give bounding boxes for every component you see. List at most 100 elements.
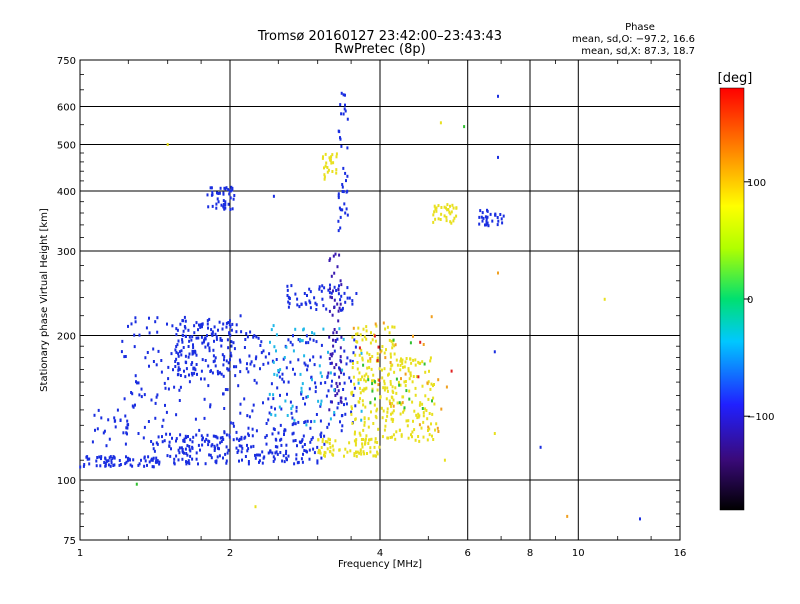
data-point xyxy=(361,375,364,379)
data-point xyxy=(324,440,327,444)
data-point xyxy=(354,353,357,357)
data-point xyxy=(134,374,137,378)
data-point xyxy=(404,360,407,364)
data-point xyxy=(161,435,163,439)
data-point xyxy=(327,422,330,426)
data-point xyxy=(383,367,386,371)
data-point xyxy=(306,368,309,372)
data-point xyxy=(82,464,85,468)
data-point xyxy=(276,445,279,449)
data-point xyxy=(411,380,414,384)
data-point xyxy=(345,190,348,194)
y-tick-label: 100 xyxy=(57,476,76,487)
data-point xyxy=(335,330,338,334)
data-point xyxy=(320,343,323,347)
data-point xyxy=(83,463,86,466)
data-point xyxy=(137,381,140,385)
data-point xyxy=(218,371,221,375)
data-point xyxy=(272,397,275,401)
data-point xyxy=(320,435,322,439)
data-point xyxy=(411,400,414,404)
data-point xyxy=(392,433,395,437)
data-point xyxy=(494,213,497,217)
data-point xyxy=(218,454,221,458)
data-point xyxy=(228,192,231,196)
data-point xyxy=(175,350,178,354)
data-point xyxy=(368,438,371,442)
data-point xyxy=(440,206,443,209)
data-point xyxy=(264,355,267,359)
data-point xyxy=(363,378,366,382)
data-point xyxy=(339,279,342,283)
data-point xyxy=(214,446,217,450)
data-point xyxy=(130,391,133,394)
data-point xyxy=(337,401,340,405)
data-point xyxy=(179,433,182,437)
data-point xyxy=(135,380,137,384)
data-point xyxy=(201,325,203,329)
data-point xyxy=(385,419,388,423)
data-point xyxy=(191,349,194,353)
data-point xyxy=(403,365,406,369)
data-point xyxy=(329,438,331,442)
data-point xyxy=(431,399,433,403)
data-point xyxy=(486,209,489,213)
data-point xyxy=(376,356,379,360)
data-point xyxy=(223,186,226,190)
data-point xyxy=(294,292,297,296)
data-point xyxy=(308,387,311,391)
data-point xyxy=(315,413,318,416)
data-point xyxy=(155,456,158,460)
data-point xyxy=(380,406,383,410)
data-point xyxy=(335,171,338,175)
x-tick-label: 10 xyxy=(572,548,585,559)
data-point xyxy=(107,418,110,422)
data-point xyxy=(177,458,180,462)
data-point xyxy=(197,336,200,340)
data-point xyxy=(219,337,222,340)
data-point xyxy=(294,327,297,331)
data-point xyxy=(375,324,378,328)
data-point xyxy=(140,395,143,399)
data-point xyxy=(177,354,180,358)
data-point xyxy=(391,342,394,346)
data-point xyxy=(303,361,306,365)
data-point xyxy=(313,451,316,455)
data-point xyxy=(316,461,319,465)
data-point xyxy=(270,328,273,332)
y-tick-label: 300 xyxy=(57,247,76,258)
data-point xyxy=(156,442,159,446)
data-point xyxy=(200,335,203,339)
data-point xyxy=(401,401,404,405)
data-point xyxy=(124,462,127,466)
data-point xyxy=(122,431,125,435)
data-point xyxy=(375,416,378,420)
data-point xyxy=(318,285,321,289)
data-point xyxy=(152,456,155,460)
data-point xyxy=(177,366,180,370)
data-point xyxy=(292,367,294,371)
data-point xyxy=(342,372,345,376)
data-point xyxy=(143,425,146,429)
data-point xyxy=(318,364,321,368)
data-point xyxy=(315,340,318,344)
data-point xyxy=(138,393,141,397)
data-point xyxy=(485,220,488,223)
data-point xyxy=(326,425,329,429)
data-point xyxy=(143,464,146,468)
data-point xyxy=(130,322,133,326)
data-point xyxy=(315,308,318,311)
data-point xyxy=(326,166,329,169)
data-point xyxy=(201,358,204,362)
data-point xyxy=(420,426,423,430)
data-point xyxy=(257,453,260,457)
data-point xyxy=(231,322,234,326)
data-point xyxy=(127,324,129,328)
data-point xyxy=(486,221,489,225)
data-point xyxy=(288,296,291,300)
data-point xyxy=(229,196,232,200)
data-point xyxy=(384,356,387,360)
data-point xyxy=(360,348,363,352)
data-point xyxy=(108,456,111,460)
data-point xyxy=(330,161,333,165)
